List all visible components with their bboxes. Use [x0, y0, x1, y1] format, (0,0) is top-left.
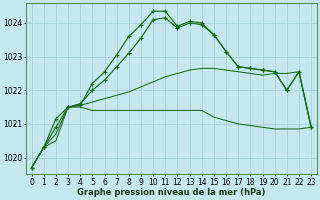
- X-axis label: Graphe pression niveau de la mer (hPa): Graphe pression niveau de la mer (hPa): [77, 188, 266, 197]
